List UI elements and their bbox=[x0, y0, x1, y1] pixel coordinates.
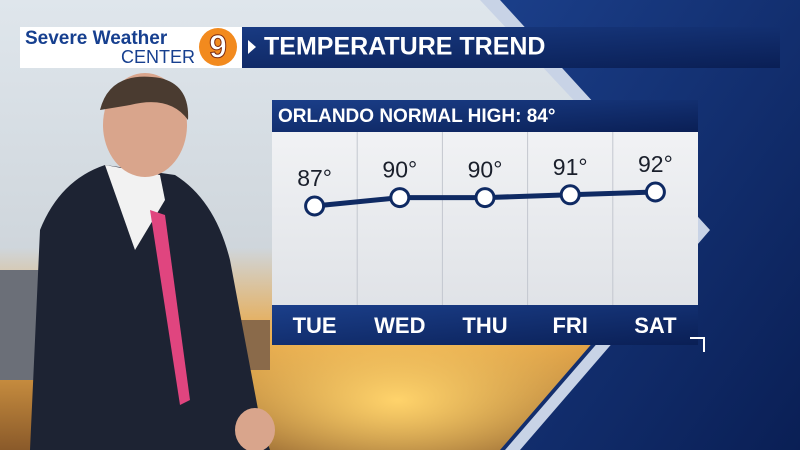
brand-line2: CENTER bbox=[121, 47, 195, 67]
point bbox=[474, 187, 496, 209]
subtitle-bar bbox=[272, 100, 698, 132]
point bbox=[644, 181, 666, 203]
corner-accent bbox=[690, 337, 705, 352]
channel-logo bbox=[199, 28, 237, 66]
value-label: 90° bbox=[382, 157, 417, 183]
point bbox=[559, 184, 581, 206]
channel-number: 9 bbox=[209, 28, 227, 64]
x-tick-label: FRI bbox=[552, 313, 587, 338]
x-tick-label: SAT bbox=[634, 313, 677, 338]
category-bar bbox=[272, 305, 698, 345]
value-label: 90° bbox=[468, 157, 503, 183]
point bbox=[389, 187, 411, 209]
value-label: 87° bbox=[297, 165, 332, 191]
x-tick-label: TUE bbox=[293, 313, 337, 338]
point bbox=[304, 195, 326, 217]
value-label: 91° bbox=[553, 154, 588, 180]
x-tick-label: THU bbox=[462, 313, 507, 338]
blue-backdrop bbox=[490, 0, 800, 450]
chart-title: TEMPERATURE TREND bbox=[264, 33, 545, 61]
header-arrow bbox=[248, 40, 256, 54]
brand-line1: Severe Weather bbox=[25, 28, 168, 49]
value-label: 92° bbox=[638, 151, 673, 177]
x-tick-label: WED bbox=[374, 313, 425, 338]
chevron-stripe bbox=[480, 0, 710, 450]
chart-subtitle: ORLANDO NORMAL HIGH: 84° bbox=[278, 106, 555, 127]
presenter bbox=[30, 73, 275, 452]
chart-panel bbox=[272, 100, 698, 345]
